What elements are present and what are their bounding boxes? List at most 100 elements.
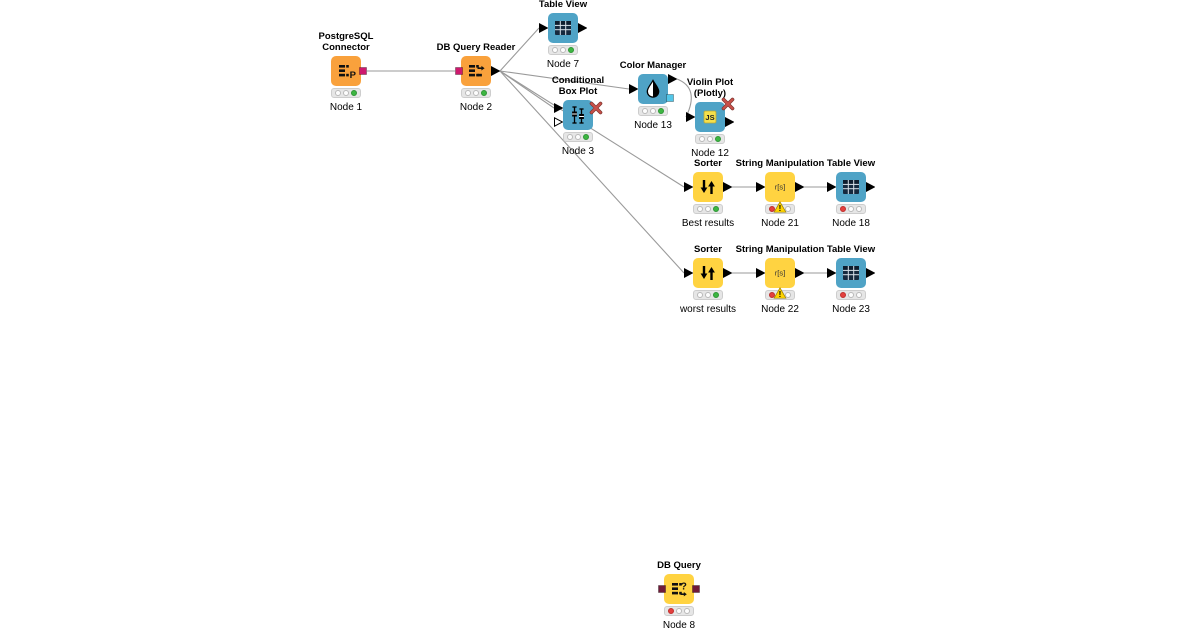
output-port[interactable]: [491, 65, 501, 77]
node-string-manipulation-21[interactable]: String Manipulation r[s]! Node 21: [736, 158, 825, 229]
database-p-icon: P: [331, 56, 361, 86]
traffic-light: [331, 88, 361, 98]
status-light-off: [785, 206, 791, 212]
node-db-query-reader[interactable]: DB Query Reader Node 2: [437, 42, 516, 113]
status-light-off: [560, 47, 566, 53]
status-light-off: [707, 136, 713, 142]
status-light-off: [650, 108, 656, 114]
node-color-manager[interactable]: Color Manager Node 13: [620, 60, 687, 131]
node-title: String Manipulation: [735, 157, 825, 169]
status-light-green: [568, 47, 574, 53]
node-title: String Manipulation: [735, 243, 825, 255]
node-title: Table View: [826, 157, 876, 169]
node-title: Color Manager: [619, 59, 687, 71]
node-sorter-worst[interactable]: Sorter worst results: [680, 244, 736, 315]
output-port[interactable]: [866, 181, 876, 193]
traffic-light: [695, 134, 725, 144]
status-light-green: [715, 136, 721, 142]
output-port[interactable]: [866, 267, 876, 279]
status-light-red: [668, 608, 674, 614]
input-port[interactable]: [554, 116, 564, 128]
svg-text:!: !: [779, 204, 782, 213]
traffic-light: [563, 132, 593, 142]
status-light-off: [676, 608, 682, 614]
node-label: worst results: [679, 304, 737, 315]
input-port[interactable]: [629, 83, 639, 95]
node-table-view-23[interactable]: Table View Node 23: [827, 244, 876, 315]
status-light-green: [658, 108, 664, 114]
edge-db-query-reader-sorter-best[interactable]: [499, 70, 685, 188]
traffic-light: [836, 204, 866, 214]
node-string-manipulation-22[interactable]: String Manipulation r[s]! Node 22: [736, 244, 825, 315]
traffic-light: [693, 290, 723, 300]
input-port[interactable]: [658, 585, 666, 593]
traffic-light: [638, 106, 668, 116]
table-icon: [836, 258, 866, 288]
node-label: Node 21: [761, 218, 799, 229]
output-port[interactable]: [723, 181, 733, 193]
js-icon: JS: [695, 102, 725, 132]
status-light-red: [840, 292, 846, 298]
node-db-query[interactable]: DB Query? Node 8: [657, 560, 701, 630]
status-light-off: [785, 292, 791, 298]
output-port[interactable]: [692, 585, 700, 593]
node-postgresql-connector[interactable]: PostgreSQL Connector P Node 1: [319, 31, 374, 113]
input-port[interactable]: [827, 267, 837, 279]
status-light-off: [697, 292, 703, 298]
input-port[interactable]: [756, 181, 766, 193]
status-light-green: [713, 292, 719, 298]
output-port[interactable]: [668, 73, 678, 85]
input-port[interactable]: [539, 22, 549, 34]
node-label: Node 13: [634, 120, 672, 131]
sort-arrows-icon: [693, 258, 723, 288]
warning-icon: !: [773, 201, 787, 213]
database-arrow-icon: [461, 56, 491, 86]
node-title: Conditional Box Plot: [551, 75, 605, 97]
svg-text:r[s]: r[s]: [775, 183, 785, 192]
svg-text:?: ?: [681, 581, 687, 592]
output-port[interactable]: [795, 181, 805, 193]
status-light-off: [343, 90, 349, 96]
edge-color-manager-violin-plot-plotly[interactable]: [676, 78, 692, 118]
output-port[interactable]: [723, 267, 733, 279]
input-port[interactable]: [684, 181, 694, 193]
input-port[interactable]: [554, 102, 564, 114]
node-title: Sorter: [694, 243, 722, 255]
traffic-light: !: [765, 287, 795, 300]
color-droplet-icon: [638, 74, 668, 104]
node-title: DB Query: [657, 559, 701, 571]
traffic-light: [664, 606, 694, 616]
box-plot-icon: [563, 100, 593, 130]
input-port[interactable]: [684, 267, 694, 279]
node-conditional-box-plot[interactable]: Conditional Box Plot Node 3: [552, 75, 604, 157]
node-table-view-7[interactable]: Table View Node 7: [539, 0, 588, 70]
edge-db-query-reader-sorter-worst[interactable]: [499, 70, 685, 274]
node-violin-plot-plotly[interactable]: Violin Plot (Plotly) JS Node 12: [686, 77, 735, 159]
node-label: Node 12: [691, 148, 729, 159]
node-label: Node 18: [832, 218, 870, 229]
edge-db-query-reader-table-view-7[interactable]: [499, 27, 540, 72]
status-light-off: [642, 108, 648, 114]
input-port[interactable]: [827, 181, 837, 193]
status-light-green: [713, 206, 719, 212]
status-light-off: [705, 292, 711, 298]
output-port[interactable]: [578, 22, 588, 34]
status-light-off: [697, 206, 703, 212]
status-light-off: [567, 134, 573, 140]
node-label: Best results: [681, 218, 735, 229]
output-port[interactable]: [359, 67, 367, 75]
node-title: Violin Plot (Plotly): [686, 77, 734, 99]
input-port[interactable]: [686, 111, 696, 123]
output-port[interactable]: [795, 267, 805, 279]
traffic-light: [548, 45, 578, 55]
output-port[interactable]: [725, 116, 735, 128]
input-port[interactable]: [756, 267, 766, 279]
status-light-red: [769, 206, 775, 212]
output-port[interactable]: [666, 94, 674, 102]
node-label: Node 22: [761, 304, 799, 315]
input-port[interactable]: [455, 67, 463, 75]
node-table-view-18[interactable]: Table View Node 18: [827, 158, 876, 229]
edge-db-query-reader-color-manager[interactable]: [499, 70, 630, 90]
node-sorter-best[interactable]: Sorter Best results: [682, 158, 734, 229]
